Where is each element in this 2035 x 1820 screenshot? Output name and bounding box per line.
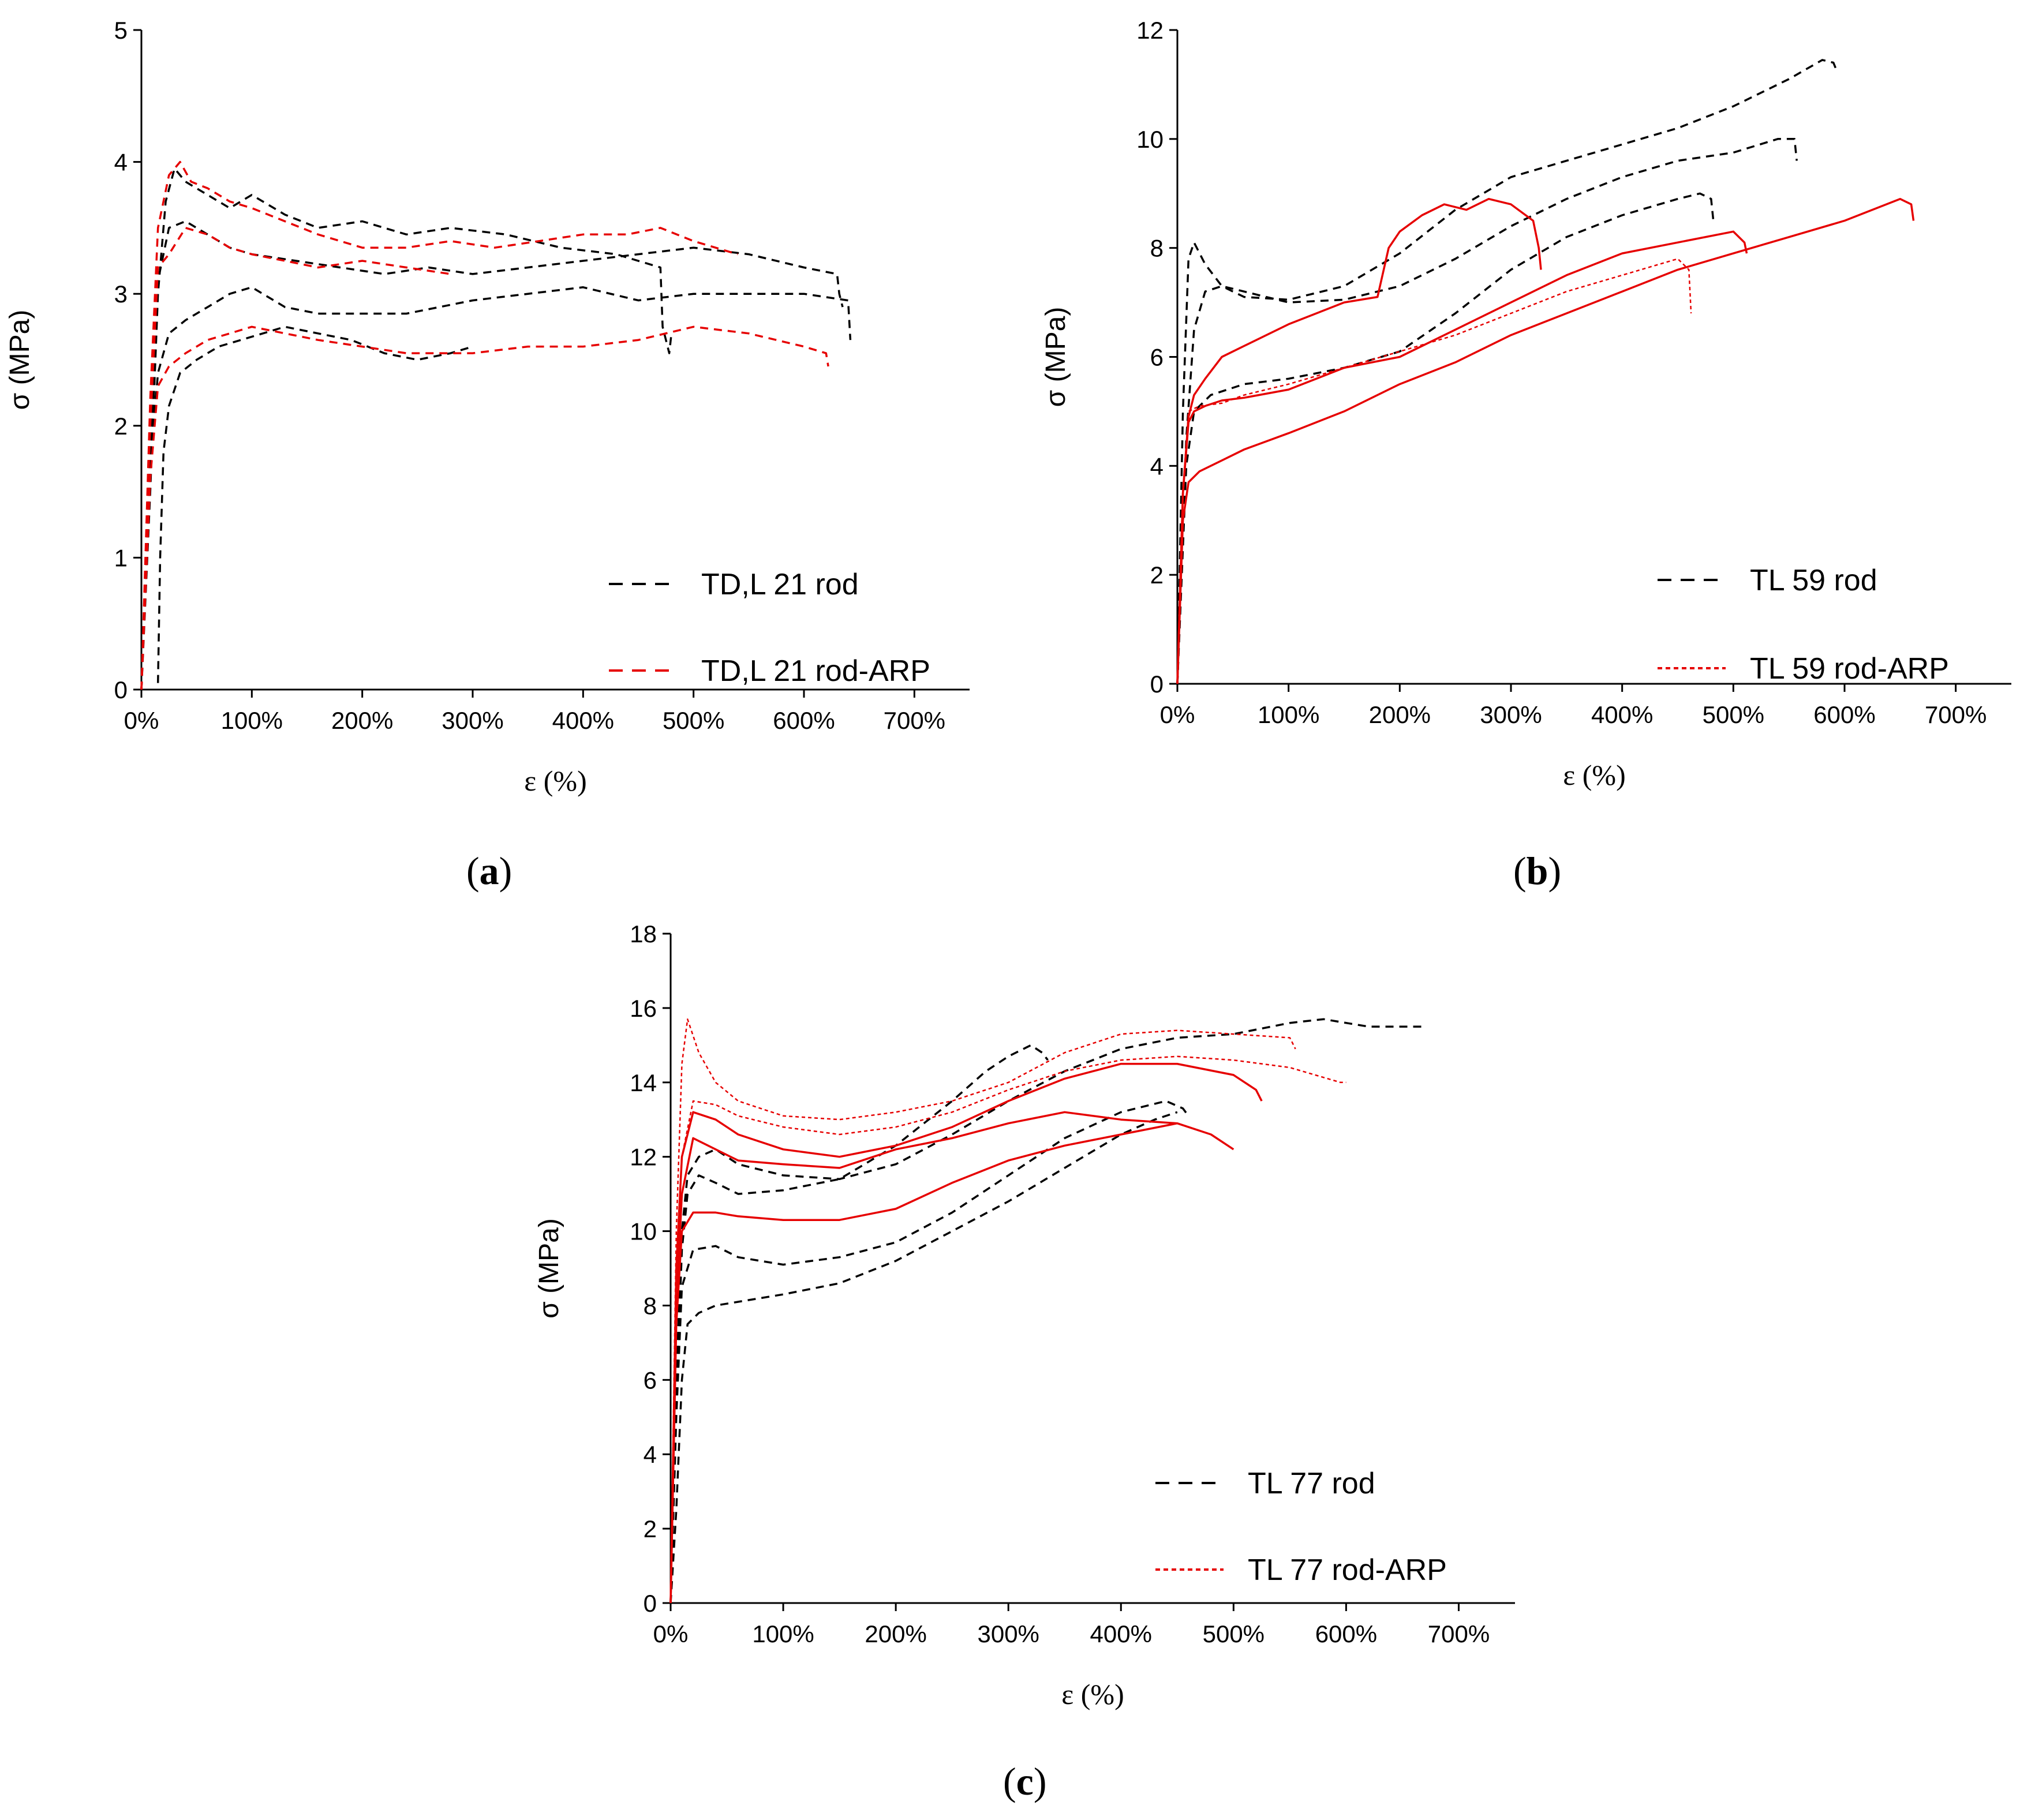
x-tick-label: 600% xyxy=(1813,701,1875,728)
x-axis-label: ε (%) xyxy=(524,765,586,797)
series-line-5 xyxy=(669,1018,1296,1604)
series-line-7 xyxy=(1176,197,1915,684)
y-tick-label: 5 xyxy=(114,17,128,44)
legend-label-1: TL 77 rod xyxy=(1248,1467,1375,1500)
y-axis-label: σ (MPa) xyxy=(1041,307,1071,407)
y-tick-label: 4 xyxy=(114,149,128,176)
x-tick-label: 0% xyxy=(1160,701,1195,728)
series-line-6 xyxy=(140,227,451,690)
x-axis-label: ε (%) xyxy=(1061,1678,1124,1710)
y-tick-label: 3 xyxy=(114,280,128,308)
x-tick-label: 200% xyxy=(331,707,393,734)
series-line-7 xyxy=(140,325,829,690)
legend-label-1: TD,L 21 rod xyxy=(701,568,859,601)
x-tick-label: 200% xyxy=(865,1620,926,1647)
x-tick-label: 300% xyxy=(442,707,503,734)
y-tick-label: 18 xyxy=(630,920,657,948)
x-tick-label: 700% xyxy=(1428,1620,1490,1647)
series-line-9 xyxy=(669,1122,1178,1604)
legend-label-2: TD,L 21 rod-ARP xyxy=(701,654,930,688)
y-tick-label: 2 xyxy=(644,1515,657,1542)
series-line-3 xyxy=(1176,192,1715,684)
chart-a: 0 1 2 3 4 5 0% 100% 200% 300% 400% 500% 600% 700% σ (M… xyxy=(5,17,970,797)
legend-label-2: TL 59 rod-ARP xyxy=(1750,652,1949,686)
series-line-3 xyxy=(140,286,852,690)
x-tick-label: 500% xyxy=(1203,1620,1265,1647)
caption-b-letter: b xyxy=(1526,849,1548,893)
y-tick-label: 0 xyxy=(1150,671,1164,698)
series-line-5 xyxy=(1176,230,1748,684)
x-tick-label: 0% xyxy=(124,707,159,734)
chart-panel-b: 0 2 4 6 8 10 12 0% 100% 200% 300% 400% 500% 600% 700% σ… xyxy=(1016,0,2035,848)
y-tick-label: 16 xyxy=(630,995,657,1022)
x-tick-label: 400% xyxy=(1591,701,1653,728)
series-line-2 xyxy=(669,1044,1049,1604)
x-tick-label: 300% xyxy=(1480,701,1542,728)
y-tick-label: 6 xyxy=(1150,344,1164,371)
y-tick-label: 14 xyxy=(630,1069,657,1096)
caption-c: (c) xyxy=(1003,1759,1047,1803)
y-tick-label: 12 xyxy=(630,1144,657,1171)
caption-c-letter: c xyxy=(1016,1759,1034,1803)
caption-a-letter: a xyxy=(479,849,499,893)
chart-panel-a: 0 1 2 3 4 5 0% 100% 200% 300% 400% 500% 600% 700% σ (M… xyxy=(0,0,1004,848)
series-line-1 xyxy=(1176,59,1837,684)
x-tick-label: 400% xyxy=(552,707,614,734)
x-tick-label: 500% xyxy=(1703,701,1764,728)
y-tick-label: 4 xyxy=(1150,452,1164,480)
y-axis-label: σ (MPa) xyxy=(5,310,35,410)
series-line-7 xyxy=(669,1062,1263,1604)
x-tick-label: 100% xyxy=(752,1620,814,1647)
series-line-4 xyxy=(1176,197,1542,684)
y-tick-label: 0 xyxy=(644,1590,657,1617)
x-tick-label: 600% xyxy=(773,707,835,734)
x-tick-label: 600% xyxy=(1315,1620,1377,1647)
series-line-6 xyxy=(1176,258,1692,684)
series-line-2 xyxy=(140,220,844,690)
x-tick-label: 300% xyxy=(977,1620,1039,1647)
chart-panel-c: 0 2 4 6 8 10 12 14 16 18 0% 100% 200% 300% 400% 500% 600… xyxy=(519,906,1535,1754)
series-line-4 xyxy=(669,1111,1178,1604)
series-line-1 xyxy=(140,167,673,690)
series-line-8 xyxy=(669,1111,1235,1604)
y-tick-label: 0 xyxy=(114,676,128,703)
series-line-2 xyxy=(1176,138,1798,684)
series-line-6 xyxy=(669,1055,1346,1604)
x-axis-label: ε (%) xyxy=(1563,759,1625,791)
x-tick-label: 0% xyxy=(653,1620,689,1647)
x-tick-label: 700% xyxy=(1925,701,1987,728)
y-axis-label: σ (MPa) xyxy=(534,1218,564,1319)
y-tick-label: 12 xyxy=(1136,17,1164,44)
y-tick-label: 1 xyxy=(114,544,128,571)
y-tick-label: 8 xyxy=(644,1292,657,1319)
series-line-4 xyxy=(156,325,473,683)
series-line-1 xyxy=(669,1018,1425,1604)
caption-b: (b) xyxy=(1513,849,1562,893)
x-tick-label: 700% xyxy=(884,707,945,734)
y-tick-label: 10 xyxy=(630,1218,657,1245)
x-tick-label: 500% xyxy=(663,707,724,734)
legend-label-2: TL 77 rod-ARP xyxy=(1248,1553,1447,1587)
legend-label-1: TL 59 rod xyxy=(1750,564,1877,597)
y-tick-label: 10 xyxy=(1136,126,1164,153)
y-tick-label: 2 xyxy=(114,413,128,440)
series-line-3 xyxy=(669,1100,1189,1604)
y-tick-label: 2 xyxy=(1150,561,1164,589)
y-tick-label: 6 xyxy=(644,1366,657,1394)
x-tick-label: 100% xyxy=(221,707,283,734)
y-tick-label: 8 xyxy=(1150,235,1164,262)
x-tick-label: 400% xyxy=(1090,1620,1152,1647)
series-line-5 xyxy=(140,160,738,690)
chart-b: 0 2 4 6 8 10 12 0% 100% 200% 300% 400% 500% 600% 700% σ… xyxy=(1041,17,2011,791)
caption-a: (a) xyxy=(466,849,513,893)
x-tick-label: 200% xyxy=(1369,701,1431,728)
y-tick-label: 4 xyxy=(644,1441,657,1468)
chart-c: 0 2 4 6 8 10 12 14 16 18 0% 100% 200% 300% 400% 500% 600… xyxy=(534,920,1515,1710)
x-tick-label: 100% xyxy=(1258,701,1319,728)
